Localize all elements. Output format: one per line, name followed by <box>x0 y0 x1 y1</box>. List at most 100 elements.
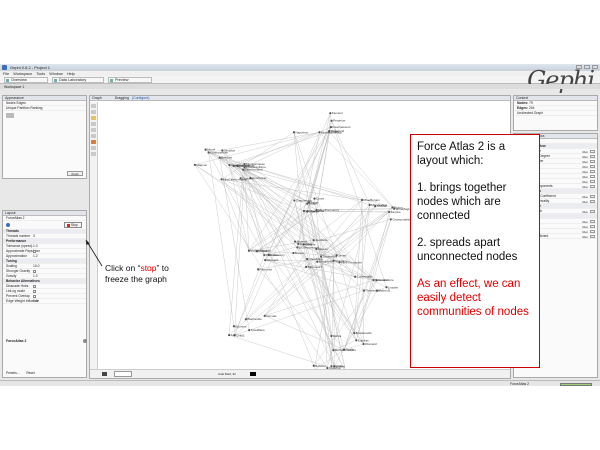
menu-help[interactable]: Help <box>66 72 75 76</box>
tab-overview[interactable]: Overview <box>4 77 48 83</box>
zoom-control[interactable] <box>114 371 132 377</box>
menu-workspace[interactable]: Workspace <box>13 72 33 76</box>
help-icon[interactable] <box>83 339 87 343</box>
graph-node <box>329 126 333 129</box>
graph-canvas[interactable]: Napoleon Myriel Gillenormand Cosette Fantine… <box>99 101 511 371</box>
graph-node-label: Cochepaille <box>357 275 373 279</box>
tab-ranking[interactable]: Ranking <box>30 106 43 110</box>
painter-tool-icon[interactable] <box>91 122 96 126</box>
report-icon[interactable] <box>590 234 595 238</box>
dissuade-hubs-checkbox[interactable] <box>33 285 36 288</box>
graph-node <box>228 333 231 337</box>
run-button[interactable]: Run <box>582 209 588 214</box>
graph-node-label: Listolier <box>388 285 398 289</box>
tab-preview[interactable]: Preview <box>108 77 152 83</box>
run-button[interactable]: Run <box>582 164 588 169</box>
prop-stronger-gravity[interactable]: Stronger Gravity <box>3 269 86 274</box>
close-button[interactable] <box>592 65 598 69</box>
report-icon[interactable] <box>590 219 595 223</box>
info-icon[interactable] <box>6 223 10 227</box>
graph-edge <box>331 335 334 351</box>
run-button[interactable]: Run <box>582 179 588 184</box>
workspace-tab[interactable]: Workspace 1 <box>4 85 25 89</box>
report-icon[interactable] <box>590 174 595 178</box>
prop-edge-weight[interactable]: Edge Weight Influence 1.0 <box>3 299 86 304</box>
tab-unique[interactable]: Unique <box>6 106 17 110</box>
run-button[interactable]: Run <box>582 174 588 179</box>
section-threads: Threads <box>3 229 86 234</box>
linlog-checkbox[interactable] <box>33 290 36 293</box>
run-button[interactable]: Run <box>582 229 588 234</box>
apply-button[interactable]: Apply <box>67 171 83 176</box>
report-icon[interactable] <box>590 149 595 153</box>
graph-node-label: Bossuet <box>221 156 232 160</box>
report-icon[interactable] <box>590 199 595 203</box>
run-button[interactable]: Run <box>582 184 588 189</box>
report-icon[interactable] <box>590 164 595 168</box>
maximize-button[interactable] <box>584 65 590 69</box>
report-icon[interactable] <box>590 184 595 188</box>
stop-button[interactable]: Stop <box>64 222 82 228</box>
graph-node <box>330 334 333 338</box>
font-selector[interactable]: Arial Bold, 32 <box>218 372 236 376</box>
screenshot-icon[interactable] <box>102 372 107 376</box>
menu-window[interactable]: Window <box>49 72 63 76</box>
configure-link[interactable]: (Configure) <box>131 96 150 100</box>
report-icon[interactable] <box>590 229 595 233</box>
prop-prevent-overlap[interactable]: Prevent Overlap <box>3 294 86 299</box>
tab-partition[interactable]: Partition <box>17 106 30 110</box>
stronger-gravity-checkbox[interactable] <box>33 270 36 273</box>
run-button[interactable]: Run <box>582 159 588 164</box>
tab-edges[interactable]: Edges <box>16 101 26 105</box>
prop-gravity[interactable]: Gravity 1.0 <box>3 274 86 279</box>
drag-tool-icon[interactable] <box>91 116 96 120</box>
report-icon[interactable] <box>590 209 595 213</box>
minimize-button[interactable] <box>576 65 582 69</box>
shortest-path-icon[interactable] <box>91 146 96 150</box>
brush-tool-icon[interactable] <box>91 134 96 138</box>
run-button[interactable]: Run <box>582 154 588 159</box>
select-tool-icon[interactable] <box>91 104 96 108</box>
background-color-icon[interactable] <box>250 372 256 376</box>
reset-button[interactable]: Reset <box>26 371 35 375</box>
prop-dissuade-hubs[interactable]: Dissuade Hubs <box>3 284 86 289</box>
prop-approximate-repulsion[interactable]: Approximate Repulsion <box>3 249 86 254</box>
prop-threads-number[interactable]: Threads number 3 <box>3 234 86 239</box>
run-button[interactable]: Run <box>582 169 588 174</box>
prop-scaling[interactable]: Scaling 10.0 <box>3 264 86 269</box>
run-button[interactable]: Run <box>582 224 588 229</box>
report-icon[interactable] <box>590 154 595 158</box>
heatmap-tool-icon[interactable] <box>91 140 96 144</box>
report-icon[interactable] <box>590 179 595 183</box>
prop-linlog-mode[interactable]: LinLog mode <box>3 289 86 294</box>
run-button[interactable]: Run <box>582 149 588 154</box>
menu-tools[interactable]: Tools <box>36 72 46 76</box>
edit-tool-icon[interactable] <box>91 152 96 156</box>
layout-algorithm-select[interactable]: ForceAtlas 2 <box>3 216 86 221</box>
run-button[interactable]: Run <box>582 194 588 199</box>
run-button[interactable]: Run <box>582 199 588 204</box>
run-button[interactable]: Run <box>582 234 588 239</box>
graph-node <box>375 289 379 292</box>
stop-instruction: Click on “stop” to freeze the graph <box>105 263 169 284</box>
menu-file[interactable]: File <box>3 72 10 76</box>
tab-data-laboratory[interactable]: Data Laboratory <box>52 77 104 83</box>
rectangle-select-icon[interactable] <box>91 110 96 114</box>
prop-tolerance[interactable]: Tolerance (speed) 1.0 <box>3 244 86 249</box>
graph-node <box>304 265 308 269</box>
graph-node-label: Joly <box>231 333 237 337</box>
approximate-repulsion-checkbox[interactable] <box>33 250 36 253</box>
report-icon[interactable] <box>590 194 595 198</box>
run-button[interactable]: Run <box>582 219 588 224</box>
presets-button[interactable]: Presets... <box>6 371 20 375</box>
sizer-tool-icon[interactable] <box>91 128 96 132</box>
report-icon[interactable] <box>590 159 595 163</box>
color-swatch[interactable] <box>6 113 14 118</box>
prevent-overlap-checkbox[interactable] <box>33 295 36 298</box>
report-icon[interactable] <box>590 224 595 228</box>
report-icon[interactable] <box>590 169 595 173</box>
prop-approximation[interactable]: Approximation 1.2 <box>3 254 86 259</box>
graph-node-label: Count <box>316 197 324 201</box>
graph-edge <box>319 132 395 209</box>
tab-nodes[interactable]: Nodes <box>6 101 16 105</box>
